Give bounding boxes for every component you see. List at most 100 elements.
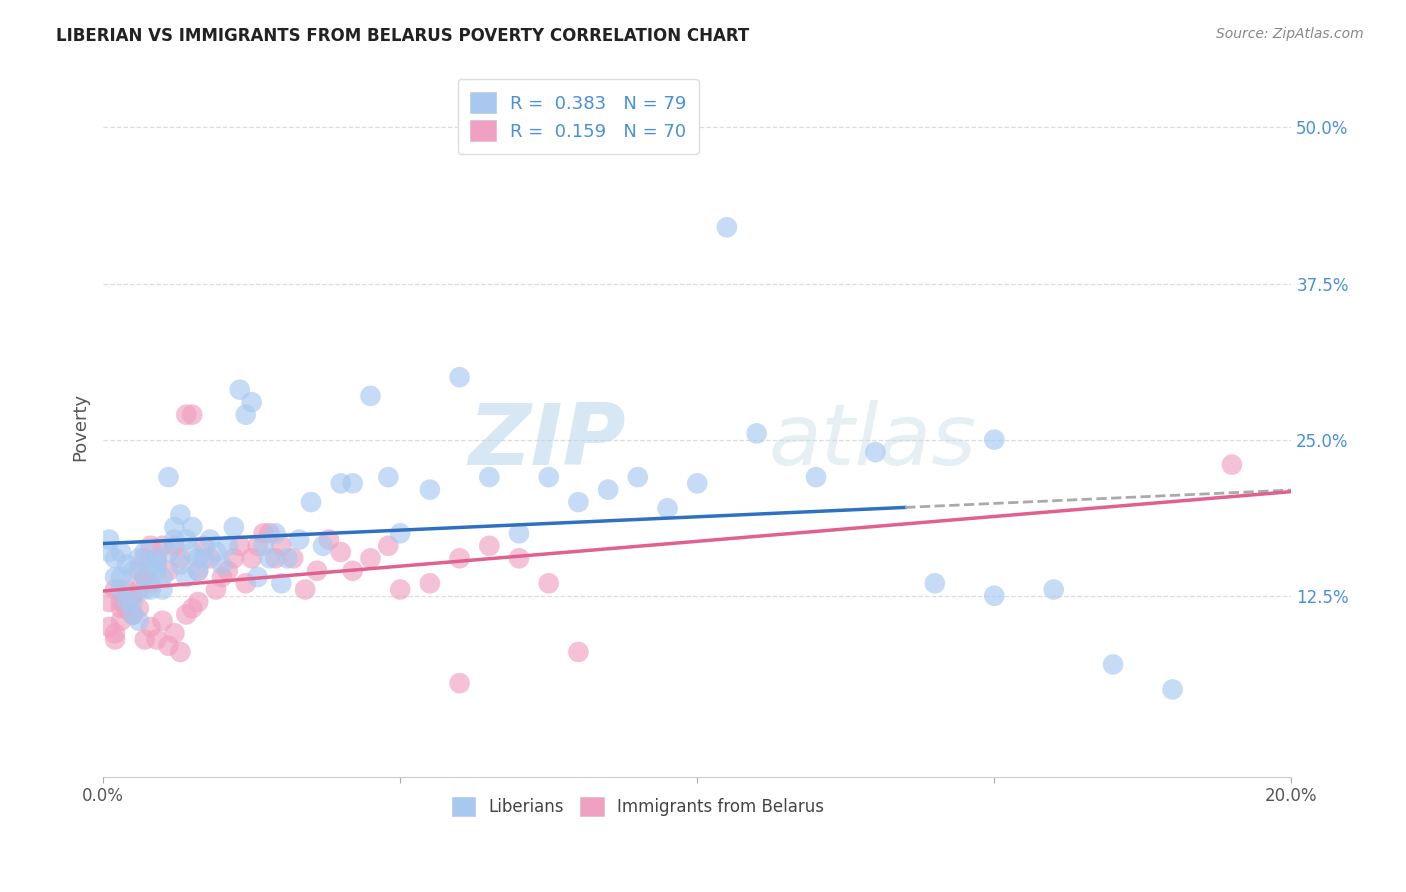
Point [152,614,174,628]
Point [865,445,887,459]
Point [508,551,530,566]
Point [152,582,174,597]
Point [217,539,239,553]
Point [419,483,441,497]
Point [121,595,143,609]
Point [176,570,198,584]
Point [686,476,709,491]
Point [176,607,198,622]
Point [318,533,340,547]
Legend: Liberians, Immigrants from Belarus: Liberians, Immigrants from Belarus [443,789,832,824]
Point [134,570,156,584]
Point [169,645,191,659]
Point [240,395,263,409]
Point [598,483,620,497]
Point [229,383,252,397]
Point [121,607,143,622]
Point [163,539,186,553]
Point [128,551,150,566]
Point [294,582,316,597]
Point [804,470,827,484]
Point [264,551,287,566]
Point [288,533,311,547]
Point [283,551,305,566]
Point [419,576,441,591]
Point [478,539,501,553]
Point [110,601,132,615]
Point [152,570,174,584]
Point [924,576,946,591]
Point [567,495,589,509]
Point [627,470,650,484]
Point [134,632,156,647]
Point [222,551,245,566]
Point [157,564,180,578]
Point [1102,657,1125,672]
Point [104,626,127,640]
Point [157,639,180,653]
Point [537,576,560,591]
Point [377,470,399,484]
Point [104,582,127,597]
Point [389,582,412,597]
Point [264,526,287,541]
Point [198,533,221,547]
Point [134,570,156,584]
Point [1220,458,1243,472]
Point [163,626,186,640]
Point [329,476,352,491]
Point [98,545,121,559]
Point [389,526,412,541]
Point [246,539,269,553]
Point [169,551,191,566]
Point [537,470,560,484]
Point [657,501,679,516]
Point [169,508,191,522]
Point [134,582,156,597]
Point [449,551,471,566]
Point [176,408,198,422]
Point [270,539,292,553]
Point [235,576,257,591]
Point [128,614,150,628]
Point [104,551,127,566]
Point [115,582,138,597]
Point [110,614,132,628]
Point [169,558,191,572]
Point [128,601,150,615]
Point [145,558,167,572]
Point [342,564,364,578]
Point [110,595,132,609]
Point [115,595,138,609]
Point [270,576,292,591]
Point [217,564,239,578]
Point [211,570,233,584]
Point [359,389,381,403]
Point [110,582,132,597]
Point [342,476,364,491]
Point [983,433,1005,447]
Point [163,520,186,534]
Point [139,558,162,572]
Point [198,551,221,566]
Point [121,564,143,578]
Point [139,620,162,634]
Point [110,570,132,584]
Point [745,426,768,441]
Point [98,620,121,634]
Point [128,564,150,578]
Point [222,520,245,534]
Text: LIBERIAN VS IMMIGRANTS FROM BELARUS POVERTY CORRELATION CHART: LIBERIAN VS IMMIGRANTS FROM BELARUS POVE… [56,27,749,45]
Point [246,570,269,584]
Point [1042,582,1064,597]
Point [157,545,180,559]
Point [152,539,174,553]
Point [187,595,209,609]
Point [139,576,162,591]
Point [211,558,233,572]
Point [377,539,399,553]
Point [134,545,156,559]
Point [145,564,167,578]
Point [449,370,471,384]
Point [110,545,132,559]
